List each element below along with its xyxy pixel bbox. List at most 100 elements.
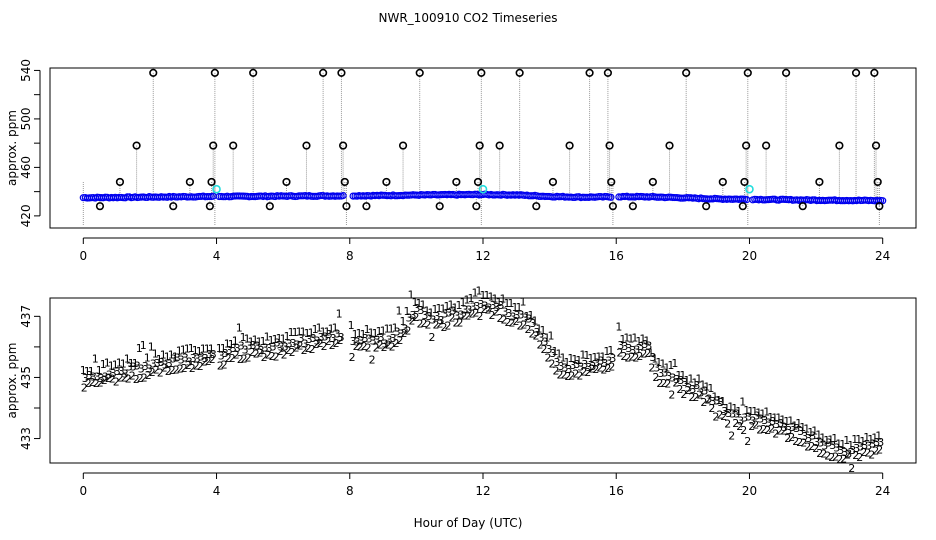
spike-point [548, 177, 558, 187]
series-1-point: 1 [491, 292, 498, 305]
series-3-point: 3 [246, 339, 253, 352]
series-1-point: 1 [220, 342, 227, 355]
series-3-point: 3 [102, 371, 109, 384]
series-1-point: 1 [699, 379, 706, 392]
series-3-point: 3 [621, 340, 628, 353]
series-3-point: 3 [641, 338, 648, 351]
series-1-point: 1 [368, 327, 375, 340]
series-1-point: 1 [499, 293, 506, 306]
series-2-point: 2 [668, 388, 675, 401]
x-tick-label: 8 [346, 249, 354, 263]
series-1-point: 1 [647, 347, 654, 360]
spike-point [781, 68, 791, 77]
series-1-point: 1 [515, 301, 522, 314]
spike-point [873, 177, 882, 187]
series-3-point: 3 [577, 360, 584, 373]
spike-point [532, 202, 541, 211]
series-3-point: 3 [825, 436, 832, 449]
series-3-point: 3 [593, 356, 600, 369]
x-tick-label: 24 [875, 249, 890, 263]
spike-point [362, 202, 371, 211]
highlight-point [745, 184, 754, 194]
series-1-point: 1 [364, 323, 371, 336]
series-3-point: 3 [446, 307, 453, 320]
series-1-point: 1 [587, 352, 594, 365]
series-2-point: 2 [133, 373, 140, 386]
series-2-point: 2 [193, 359, 200, 372]
series-1-point: 1 [603, 345, 610, 358]
series-2-point: 2 [425, 319, 432, 332]
series-2-point: 2 [684, 384, 691, 397]
series-3-point: 3 [789, 421, 796, 434]
spike-point [149, 68, 158, 77]
series-1-point: 1 [687, 372, 694, 385]
series-2-point: 2 [844, 449, 851, 462]
series-2-point: 2 [544, 351, 551, 364]
series-3-point: 3 [693, 379, 700, 392]
series-1-point: 1 [316, 321, 323, 334]
series-2-point: 2 [796, 436, 803, 449]
series-1-point: 1 [148, 341, 155, 354]
series-2-point: 2 [237, 353, 244, 366]
series-2-point: 2 [800, 436, 807, 449]
spike-point [585, 68, 594, 77]
spike-point [702, 202, 711, 211]
series-3-point: 3 [470, 300, 477, 313]
series-2-point: 2 [409, 314, 416, 327]
series-3-point: 3 [82, 372, 89, 385]
top-panel: 0 4 8 12 16 20 24 420 460 500 540 approx. ppm [5, 59, 917, 263]
series-2-point: 2 [856, 451, 863, 464]
series-2-point: 2 [397, 334, 404, 347]
series-1-point: 1 [855, 433, 862, 446]
series-2-point: 2 [293, 341, 300, 354]
series-3-point: 3 [657, 367, 664, 380]
series-1-point: 1 [835, 437, 842, 450]
series-2-point: 2 [321, 340, 328, 353]
series-2-point: 2 [680, 388, 687, 401]
figure-title: NWR_100910 CO2 Timeseries [379, 11, 558, 25]
series-1-point: 1 [172, 350, 179, 363]
spike-point [435, 202, 444, 211]
x-tick-label: 16 [609, 484, 624, 498]
series-3-point: 3 [649, 351, 656, 364]
series-1-point: 1 [719, 395, 726, 408]
x-tick-label: 12 [475, 484, 490, 498]
series-3-point: 3 [410, 309, 417, 322]
plot-frame [49, 297, 917, 464]
series-3-point: 3 [110, 367, 117, 380]
series-2-point: 2 [93, 377, 100, 390]
series-1-point: 1 [352, 328, 359, 341]
series-2-point: 2 [588, 362, 595, 375]
series-3-point: 3 [86, 369, 93, 382]
spike-point [718, 177, 727, 187]
series-1-point: 1 [284, 330, 291, 343]
series-2-point: 2 [441, 321, 448, 334]
series-1-point: 1 [571, 353, 578, 366]
series-2-point: 2 [445, 319, 452, 332]
series-3-point: 3 [146, 362, 153, 375]
series-3-point: 3 [745, 411, 752, 424]
series-1-point: 1 [771, 411, 778, 424]
series-3-point: 3 [294, 338, 301, 351]
spike-point [605, 141, 614, 150]
spike-point [210, 68, 219, 77]
series-3-point: 3 [478, 298, 485, 311]
series-2-point: 2 [201, 355, 208, 368]
series-1-point: 1 [595, 351, 602, 364]
series-3-point: 3 [809, 429, 816, 442]
series-1-point: 1 [847, 439, 854, 452]
series-3-point: 3 [338, 331, 345, 344]
series-3-point: 3 [709, 395, 716, 408]
series-3-point: 3 [422, 309, 429, 322]
series-2-point: 2 [696, 388, 703, 401]
series-2-point: 2 [285, 344, 292, 357]
series-2-point: 2 [552, 365, 559, 378]
spike-point [207, 177, 216, 187]
series-3-point: 3 [633, 343, 640, 356]
series-1-point: 1 [104, 356, 111, 369]
spike-point [475, 141, 484, 150]
series-2-point: 2 [469, 307, 476, 320]
series-1-point: 1 [671, 357, 678, 370]
series-3-point: 3 [254, 339, 261, 352]
series-2-point: 2 [401, 327, 408, 340]
